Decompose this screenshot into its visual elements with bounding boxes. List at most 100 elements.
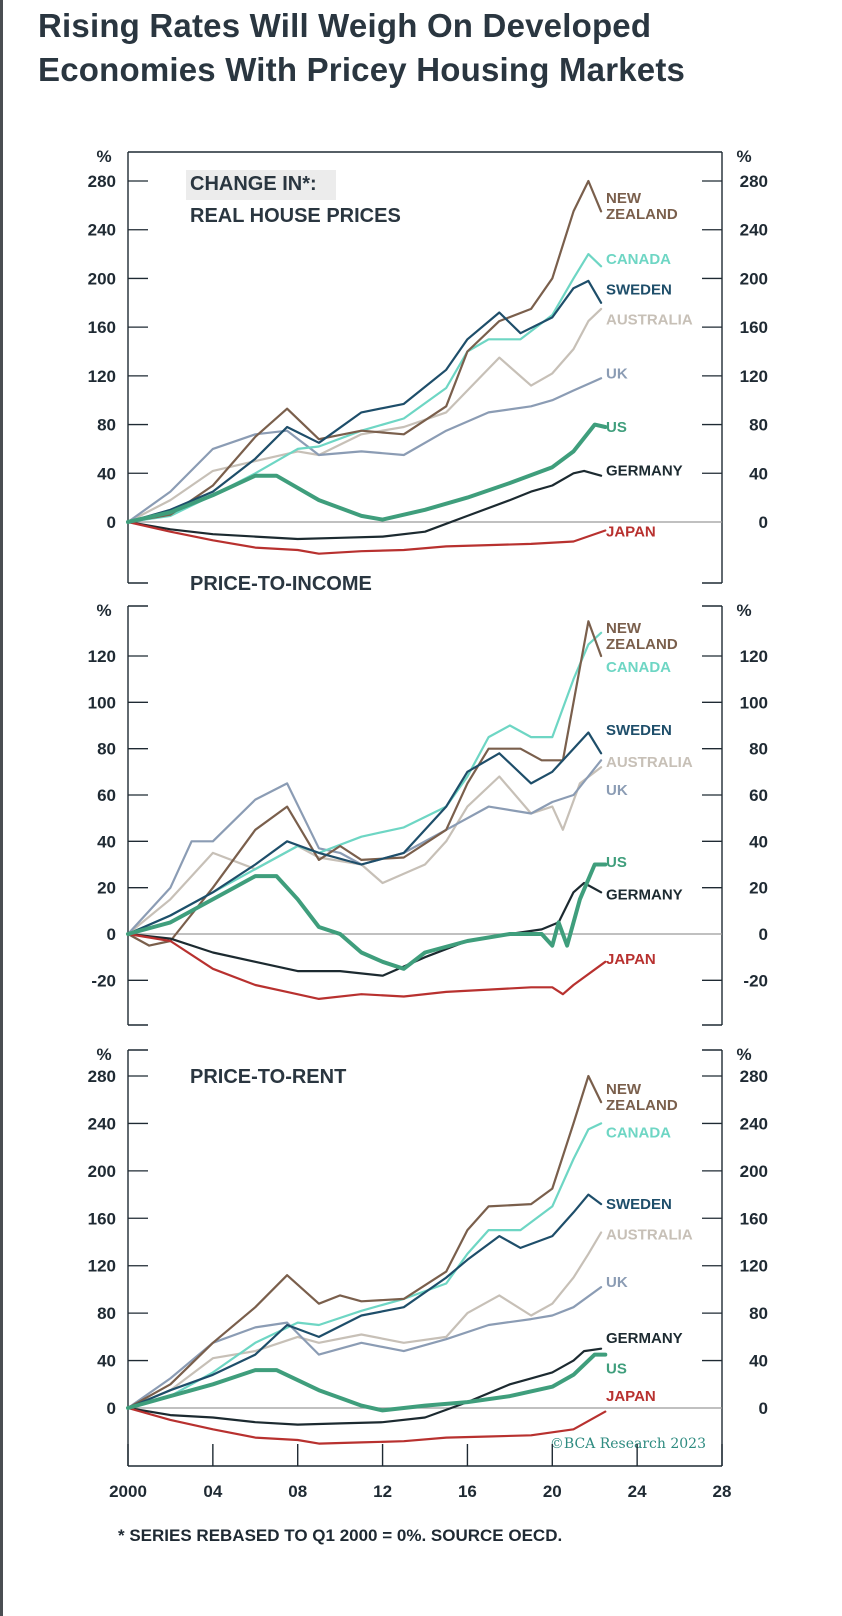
series-label-line: JAPAN	[606, 524, 656, 541]
series-label-de: GERMANY	[606, 886, 683, 903]
y-tick-label-left: 80	[97, 416, 116, 435]
y-tick-label-left: 80	[97, 740, 116, 759]
series-label-line: AUSTRALIA	[606, 754, 693, 771]
series-label-line: US	[606, 854, 627, 871]
series-label-line: NEW	[606, 620, 642, 637]
y-tick-label-right: 280	[740, 172, 768, 191]
series-label-uk: UK	[606, 782, 628, 799]
series-label-us: US	[606, 854, 627, 871]
series-line-australia	[126, 1231, 603, 1410]
series-line-australia	[126, 307, 603, 524]
y-tick-label-left: 280	[88, 172, 116, 191]
series-line-japan	[126, 932, 607, 1001]
y-tick-label-left: 0	[107, 925, 116, 944]
series-label-uk: UK	[606, 365, 628, 382]
series-line-germany	[126, 881, 603, 977]
series-line-uk	[126, 377, 603, 524]
series-label-nz: NEW ZEALAND	[606, 620, 678, 653]
series-line-sweden	[126, 1193, 603, 1410]
y-tick-label-left: 120	[88, 647, 116, 666]
series-label-de: GERMANY	[606, 1330, 683, 1347]
series-label-jp: JAPAN	[606, 1388, 656, 1405]
y-tick-label-right: 160	[740, 318, 768, 337]
chart-title-line2: Economies With Pricey Housing Markets	[38, 50, 686, 88]
series-line-uk	[126, 1285, 603, 1410]
series-label-se: SWEDEN	[606, 1196, 672, 1213]
series-line-us	[126, 862, 608, 971]
y-tick-label-left: 200	[88, 1162, 116, 1181]
y-tick-label-left: 240	[88, 221, 116, 240]
series-label-de: GERMANY	[606, 463, 683, 480]
x-tick-label: 08	[288, 1482, 307, 1501]
y-tick-label-left: 280	[88, 1067, 116, 1086]
y-tick-label-right: 120	[740, 647, 768, 666]
y-tick-label-right: 0	[759, 1399, 768, 1418]
series-line-canada	[126, 253, 603, 524]
series-label-ca: CANADA	[606, 659, 671, 676]
y-tick-label-left: -20	[91, 971, 116, 990]
y-tick-label-left: 80	[97, 1304, 116, 1323]
y-tick-label-right: 240	[740, 221, 768, 240]
series-label-line: UK	[606, 782, 628, 799]
x-tick-label: 04	[203, 1482, 222, 1501]
panel-2: % % -20 -20 0 0 20 20 40 40 60 60 80 80 100 100 120 120 PR…	[88, 573, 768, 1026]
y-tick-label-left: 160	[88, 1209, 116, 1228]
series-line-japan	[126, 1406, 607, 1445]
series-label-se: SWEDEN	[606, 281, 672, 298]
y-tick-label-left: 20	[97, 879, 116, 898]
series-label-line: GERMANY	[606, 1330, 683, 1347]
y-unit-left: %	[96, 1045, 111, 1064]
series-label-au: AUSTRALIA	[606, 1227, 693, 1244]
y-tick-label-left: 120	[88, 1257, 116, 1276]
footnote: * SERIES REBASED TO Q1 2000 = 0%. SOURCE…	[118, 1526, 563, 1545]
series-label-au: AUSTRALIA	[606, 312, 693, 329]
series-label-line: NEW	[606, 190, 642, 207]
y-tick-label-left: 40	[97, 832, 116, 851]
y-unit-right: %	[736, 1045, 751, 1064]
y-unit-right: %	[736, 147, 751, 166]
x-tick-label: 12	[373, 1482, 392, 1501]
y-tick-label-left: 120	[88, 367, 116, 386]
series-label-line: SWEDEN	[606, 1196, 672, 1213]
y-tick-label-right: 240	[740, 1114, 768, 1133]
series-label-ca: CANADA	[606, 251, 671, 268]
y-tick-label-right: 120	[740, 367, 768, 386]
panel-1: % % 0 0 40 40 80 80 120 120 160 160 200 200 240 240 280 2…	[88, 147, 768, 584]
series-label-line: JAPAN	[606, 1388, 656, 1405]
series-label-line: US	[606, 419, 627, 436]
series-line-us	[126, 422, 608, 524]
series-label-line: AUSTRALIA	[606, 312, 693, 329]
series-label-line: CANADA	[606, 251, 671, 268]
series-line-sweden	[126, 731, 603, 936]
y-tick-label-left: 40	[97, 464, 116, 483]
series-line-australia	[126, 766, 603, 936]
series-label-us: US	[606, 1361, 627, 1378]
y-tick-label-right: 20	[749, 879, 768, 898]
series-label-jp: JAPAN	[606, 951, 656, 968]
y-tick-label-right: 0	[759, 925, 768, 944]
series-line-germany	[126, 469, 603, 541]
y-tick-label-right: 40	[749, 464, 768, 483]
y-tick-label-right: 100	[740, 693, 768, 712]
y-tick-label-right: 160	[740, 1209, 768, 1228]
series-label-us: US	[606, 419, 627, 436]
series-label-se: SWEDEN	[606, 722, 672, 739]
y-tick-label-left: 60	[97, 786, 116, 805]
series-line-new-zealand	[126, 179, 603, 524]
y-tick-label-right: 0	[759, 513, 768, 532]
y-tick-label-right: 200	[740, 269, 768, 288]
y-tick-label-left: 40	[97, 1352, 116, 1371]
series-label-ca: CANADA	[606, 1125, 671, 1142]
panel-subtitle: REAL HOUSE PRICES	[190, 205, 401, 227]
series-line-canada	[126, 1122, 603, 1410]
series-label-nz: NEW ZEALAND	[606, 1081, 678, 1114]
y-tick-label-left: 160	[88, 318, 116, 337]
series-label-line: CANADA	[606, 659, 671, 676]
y-tick-label-right: 40	[749, 832, 768, 851]
series-label-line: ZEALAND	[606, 636, 678, 653]
series-line-sweden	[126, 279, 603, 524]
series-label-line: NEW	[606, 1081, 642, 1098]
x-tick-label: 16	[458, 1482, 477, 1501]
